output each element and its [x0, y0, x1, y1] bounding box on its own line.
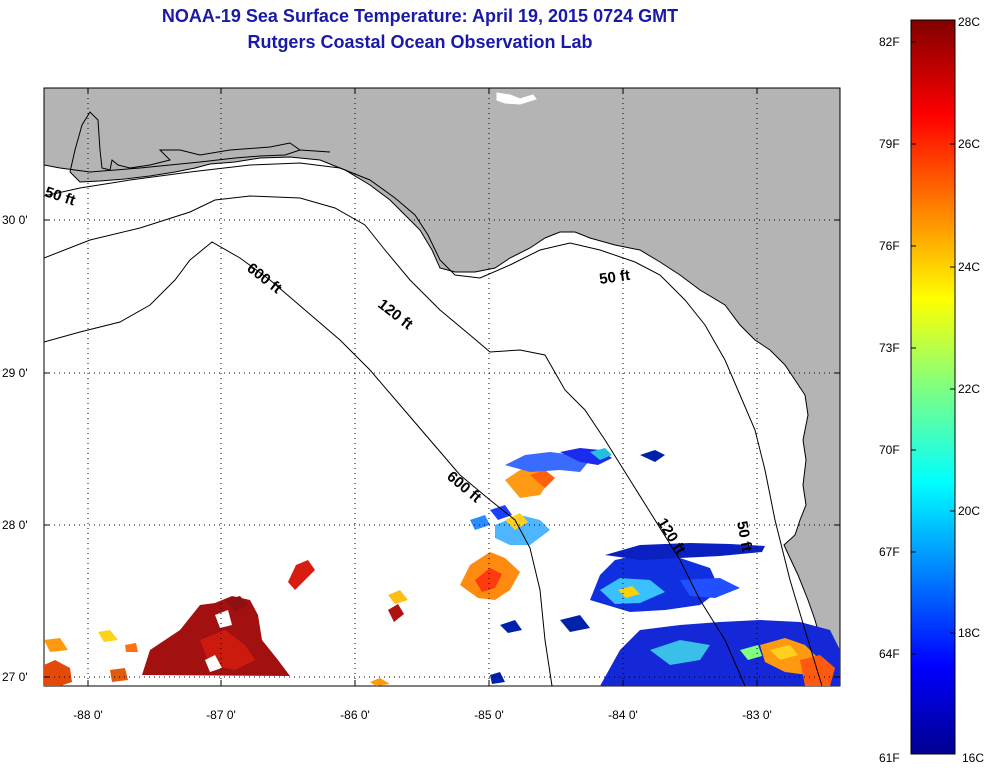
- sst-data-layer: [44, 448, 840, 686]
- celsius-label: 28C: [958, 15, 980, 29]
- lon-label: -85 0': [474, 708, 504, 722]
- fahrenheit-label: 64F: [879, 647, 900, 661]
- latitude-labels: 30 0' 29 0' 28 0' 27 0': [2, 213, 28, 684]
- celsius-label: 16C: [962, 751, 984, 765]
- lat-label: 29 0': [2, 366, 28, 380]
- lat-label: 30 0': [2, 213, 28, 227]
- lon-label: -88 0': [73, 708, 103, 722]
- fahrenheit-label: 70F: [879, 443, 900, 457]
- fahrenheit-label: 73F: [879, 341, 900, 355]
- lon-label: -86 0': [340, 708, 370, 722]
- lon-label: -87 0': [206, 708, 236, 722]
- longitude-labels: -88 0' -87 0' -86 0' -85 0' -84 0' -83 0…: [73, 708, 772, 722]
- fahrenheit-label: 76F: [879, 239, 900, 253]
- lon-label: -84 0': [608, 708, 638, 722]
- colorbar: [910, 19, 956, 755]
- fahrenheit-label: 82F: [879, 35, 900, 49]
- contour-label-50ft-south: 50 ft: [733, 520, 755, 553]
- lat-label: 28 0': [2, 518, 28, 532]
- map-title: NOAA-19 Sea Surface Temperature: April 1…: [161, 6, 679, 26]
- depth-contours: [44, 162, 823, 686]
- celsius-label: 22C: [958, 382, 980, 396]
- celsius-label: 18C: [958, 626, 980, 640]
- tick-marks: [44, 88, 840, 686]
- fahrenheit-label: 79F: [879, 137, 900, 151]
- colorbar-ticks: [911, 41, 955, 655]
- celsius-label: 26C: [958, 137, 980, 151]
- fahrenheit-labels: 82F 79F 76F 73F 70F 67F 64F 61F: [879, 35, 900, 765]
- fahrenheit-label: 61F: [879, 751, 900, 765]
- map-subtitle: Rutgers Coastal Ocean Observation Lab: [247, 32, 593, 52]
- celsius-label: 24C: [958, 260, 980, 274]
- island: [496, 92, 537, 105]
- fahrenheit-label: 67F: [879, 545, 900, 559]
- lon-label: -83 0': [742, 708, 772, 722]
- celsius-labels: 28C 26C 24C 22C 20C 18C 16C: [958, 15, 984, 765]
- lat-label: 27 0': [2, 670, 28, 684]
- contour-label-50ft-east: 50 ft: [598, 267, 631, 288]
- celsius-label: 20C: [958, 504, 980, 518]
- land-mass: [44, 88, 840, 677]
